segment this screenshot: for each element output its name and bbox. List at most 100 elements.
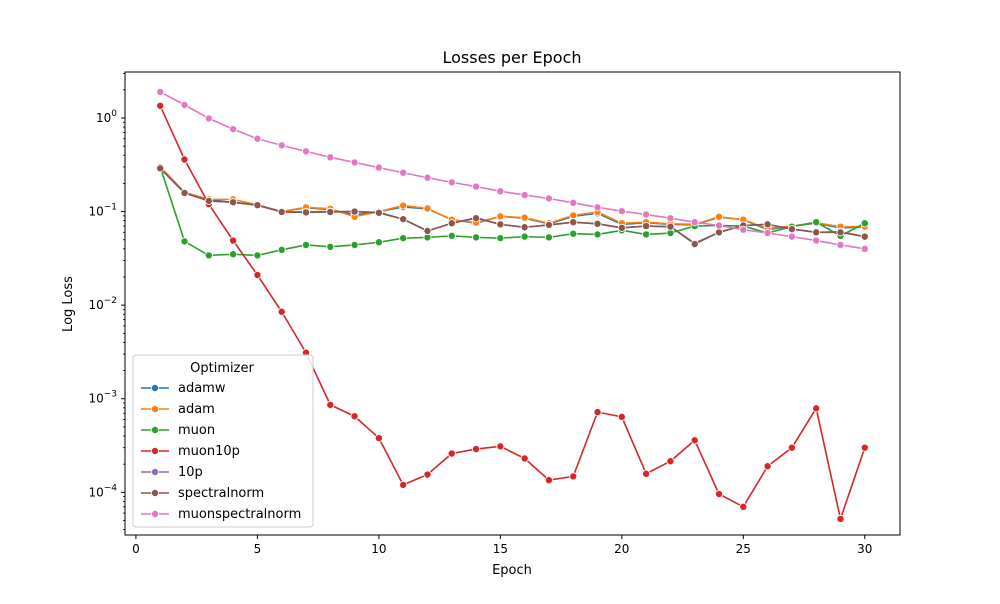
data-point: [812, 218, 821, 227]
data-point: [277, 141, 286, 150]
data-point: [617, 207, 626, 216]
data-point: [836, 514, 845, 523]
data-point: [787, 443, 796, 452]
data-point: [763, 462, 772, 471]
data-point: [253, 270, 262, 279]
series-line-spectralnorm: [159, 167, 865, 245]
legend-marker: [150, 383, 159, 392]
data-point: [204, 196, 213, 205]
legend-marker: [150, 488, 159, 497]
data-point: [374, 163, 383, 172]
data-point: [204, 251, 213, 260]
y-tick-label: 10−1: [88, 203, 117, 219]
data-point: [715, 228, 724, 237]
data-point: [156, 87, 165, 96]
data-point: [301, 208, 310, 217]
data-point: [569, 198, 578, 207]
series-line-adamw: [159, 166, 865, 231]
data-point: [690, 436, 699, 445]
data-point: [496, 220, 505, 229]
series-muonspectralnorm: [156, 87, 869, 253]
data-point: [569, 211, 578, 220]
data-point: [180, 100, 189, 109]
y-tick-label: 10−2: [88, 296, 117, 312]
data-point: [690, 218, 699, 227]
x-tick-label: 10: [371, 542, 386, 556]
legend-item-muonspectralnorm: muonspectralnorm: [141, 507, 301, 522]
data-point: [739, 225, 748, 234]
data-point: [496, 212, 505, 221]
data-point: [690, 240, 699, 249]
series-line-muonspectralnorm: [159, 91, 865, 250]
data-point: [326, 153, 335, 162]
data-point: [423, 226, 432, 235]
data-point: [569, 472, 578, 481]
x-tick-label: 30: [857, 542, 872, 556]
data-point: [763, 229, 772, 238]
data-point: [326, 242, 335, 251]
data-point: [423, 204, 432, 213]
data-point: [836, 228, 845, 237]
y-axis-label: Log Loss: [61, 276, 76, 332]
series-line-muon: [159, 166, 866, 257]
legend-item-adamw: adamw: [141, 381, 226, 396]
data-point: [253, 251, 262, 260]
series-spectralnorm: [156, 164, 869, 249]
legend-item-spectralnorm: spectralnorm: [141, 486, 264, 501]
data-point: [812, 404, 821, 413]
data-point: [447, 231, 456, 240]
data-point: [301, 240, 310, 249]
data-point: [860, 232, 869, 241]
data-point: [447, 449, 456, 458]
data-point: [520, 232, 529, 241]
data-point: [715, 212, 724, 221]
x-ticks: 0 5 10 15 20 25 30: [132, 535, 872, 556]
data-point: [350, 158, 359, 167]
data-point: [544, 233, 553, 242]
data-point: [666, 214, 675, 223]
data-point: [156, 101, 165, 110]
legend-label: muonspectralnorm: [178, 507, 301, 522]
data-point: [520, 213, 529, 222]
data-point: [253, 134, 262, 143]
x-tick-label: 5: [254, 542, 262, 556]
series-adam: [156, 162, 869, 233]
data-point: [350, 207, 359, 216]
data-point: [374, 238, 383, 247]
data-point: [447, 219, 456, 228]
data-point: [763, 220, 772, 229]
legend-label: muon: [178, 423, 215, 438]
y-tick-label: 10−4: [88, 483, 117, 499]
data-point: [277, 245, 286, 254]
legend-marker: [150, 425, 159, 434]
legend-label: 10p: [178, 465, 203, 480]
data-point: [301, 147, 310, 156]
data-point: [496, 187, 505, 196]
data-point: [715, 221, 724, 230]
data-point: [447, 178, 456, 187]
data-point: [229, 236, 238, 245]
data-point: [860, 219, 869, 228]
legend-box: [132, 354, 314, 528]
data-point: [180, 188, 189, 197]
data-point: [472, 214, 481, 223]
data-point: [253, 201, 262, 210]
data-point: [472, 445, 481, 454]
data-point: [399, 168, 408, 177]
data-point: [569, 218, 578, 227]
data-point: [326, 400, 335, 409]
x-tick-label: 15: [493, 542, 508, 556]
data-point: [642, 469, 651, 478]
data-point: [156, 164, 165, 173]
legend-item-10p: 10p: [141, 465, 203, 480]
data-point: [374, 208, 383, 217]
data-point: [836, 240, 845, 249]
data-point: [472, 182, 481, 191]
data-point: [593, 203, 602, 212]
data-point: [520, 454, 529, 463]
data-point: [229, 125, 238, 134]
data-point: [399, 215, 408, 224]
data-point: [326, 207, 335, 216]
